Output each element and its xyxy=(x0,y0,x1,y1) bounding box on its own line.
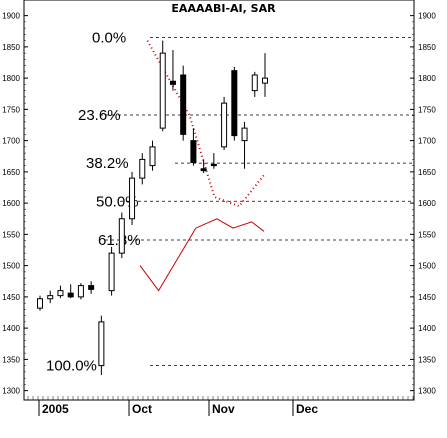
y-tick-label-left: 1450 xyxy=(2,293,20,302)
candle-body xyxy=(118,218,125,254)
y-tick-label-right: 1400 xyxy=(418,324,436,333)
y-tick-label-left: 1750 xyxy=(2,105,20,114)
candle-body xyxy=(251,74,258,92)
candle-body xyxy=(169,80,176,85)
x-date-label: Dec xyxy=(296,402,318,416)
y-tick-label-left: 1850 xyxy=(2,43,20,52)
candle-body xyxy=(262,77,268,84)
x-date-label: Oct xyxy=(132,402,152,416)
y-tick-label-left: 1400 xyxy=(2,324,20,333)
chart-title: EAAAABI-AI, SAR xyxy=(171,2,276,15)
candle-body xyxy=(98,321,105,367)
y-tick-label-right: 1600 xyxy=(418,199,436,208)
y-tick-label-left: 1800 xyxy=(2,74,20,83)
candle-body xyxy=(231,70,238,137)
candle-body xyxy=(180,74,187,135)
y-tick-label-left: 1500 xyxy=(2,262,20,271)
candle-body xyxy=(200,168,207,172)
fib-level-label: 50.0% xyxy=(96,193,139,210)
candle-body xyxy=(241,127,248,142)
candle-body xyxy=(210,163,217,167)
plot-frame xyxy=(23,0,415,401)
y-tick-label-right: 1800 xyxy=(418,74,436,83)
y-tick-label-right: 1850 xyxy=(418,43,436,52)
indicator-line xyxy=(139,218,265,292)
y-tick-label-right: 1750 xyxy=(418,105,436,114)
candle-body xyxy=(67,292,74,298)
fib-level-label: 0.0% xyxy=(92,30,126,47)
y-tick-label-left: 1550 xyxy=(2,230,20,239)
y-tick-label-right: 1500 xyxy=(418,262,436,271)
y-tick-label-right: 1650 xyxy=(418,168,436,177)
candle-body xyxy=(221,102,228,148)
candle-body xyxy=(77,285,84,298)
y-tick-label-right: 1300 xyxy=(418,387,436,396)
candle-body xyxy=(47,295,54,300)
x-date-label: Nov xyxy=(212,402,235,416)
candle-body xyxy=(149,146,156,167)
y-tick-label-right: 1350 xyxy=(418,355,436,364)
y-tick-label-left: 1300 xyxy=(2,387,20,396)
fib-level-label: 38.2% xyxy=(86,155,129,172)
candle-body xyxy=(37,298,43,309)
y-tick-label-left: 1350 xyxy=(2,355,20,364)
candle-body xyxy=(129,177,136,220)
candle-body xyxy=(139,158,146,179)
candle-body xyxy=(57,290,64,297)
candle-body xyxy=(190,140,197,163)
candle-body xyxy=(108,252,115,292)
y-tick-label-left: 1900 xyxy=(2,12,20,21)
y-tick-label-right: 1550 xyxy=(418,230,436,239)
y-tick-label-right: 1900 xyxy=(418,12,436,21)
fib-level-label: 23.6% xyxy=(78,107,121,124)
fib-level-label: 100.0% xyxy=(46,358,97,375)
x-date-label: 2005 xyxy=(42,402,69,416)
y-tick-label-left: 1600 xyxy=(2,199,20,208)
y-tick-label-left: 1700 xyxy=(2,137,20,146)
y-tick-label-right: 1700 xyxy=(418,137,436,146)
y-tick-label-right: 1450 xyxy=(418,293,436,302)
candle-body xyxy=(88,285,95,290)
candle-body xyxy=(159,52,166,129)
y-tick-label-left: 1650 xyxy=(2,168,20,177)
